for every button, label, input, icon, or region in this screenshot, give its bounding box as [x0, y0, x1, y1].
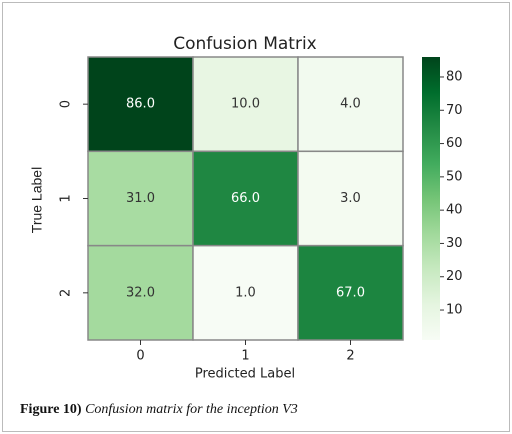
chart-title: Confusion Matrix — [173, 34, 317, 54]
x-axis-label: Predicted Label — [195, 367, 295, 382]
colorbar-tick-label: 50 — [446, 169, 463, 184]
x-tick-label: 2 — [346, 349, 354, 364]
cell-value-label: 3.0 — [340, 191, 361, 206]
heatmap-cell — [297, 56, 404, 153]
x-tick-label: 0 — [136, 349, 144, 364]
cell-value-label: 1.0 — [235, 285, 256, 300]
cell-value-label: 31.0 — [126, 191, 155, 206]
colorbar-tick-label: 20 — [446, 269, 463, 284]
caption-label: Figure 10) — [20, 402, 82, 417]
cell-value-label: 67.0 — [336, 285, 365, 300]
y-tick-label: 2 — [59, 289, 74, 297]
colorbar-tick-label: 80 — [446, 69, 463, 84]
cell-value-label: 66.0 — [231, 191, 260, 206]
colorbar-tick-label: 30 — [446, 236, 463, 251]
x-tick-label: 1 — [241, 349, 249, 364]
cell-value-label: 10.0 — [231, 97, 260, 112]
y-tick-label: 0 — [59, 100, 74, 108]
colorbar-tick-label: 40 — [446, 203, 463, 218]
colorbar-tick-label: 70 — [446, 103, 463, 118]
colorbar — [422, 57, 440, 340]
y-axis-label: True Label — [29, 167, 45, 233]
heatmap-cell — [297, 244, 404, 341]
colorbar-tick-label: 60 — [446, 136, 463, 151]
heatmap-cell — [192, 56, 299, 153]
heatmap-cell — [297, 150, 404, 247]
cell-value-label: 32.0 — [126, 285, 155, 300]
colorbar-tick-label: 10 — [446, 303, 463, 318]
caption-text: Confusion matrix for the inception V3 — [85, 402, 298, 417]
y-tick-label: 1 — [59, 194, 74, 202]
figure-caption: Figure 10) Confusion matrix for the ince… — [20, 402, 298, 418]
heatmap-cell — [192, 244, 299, 341]
cell-value-label: 4.0 — [340, 97, 361, 112]
cell-value-label: 86.0 — [126, 97, 155, 112]
